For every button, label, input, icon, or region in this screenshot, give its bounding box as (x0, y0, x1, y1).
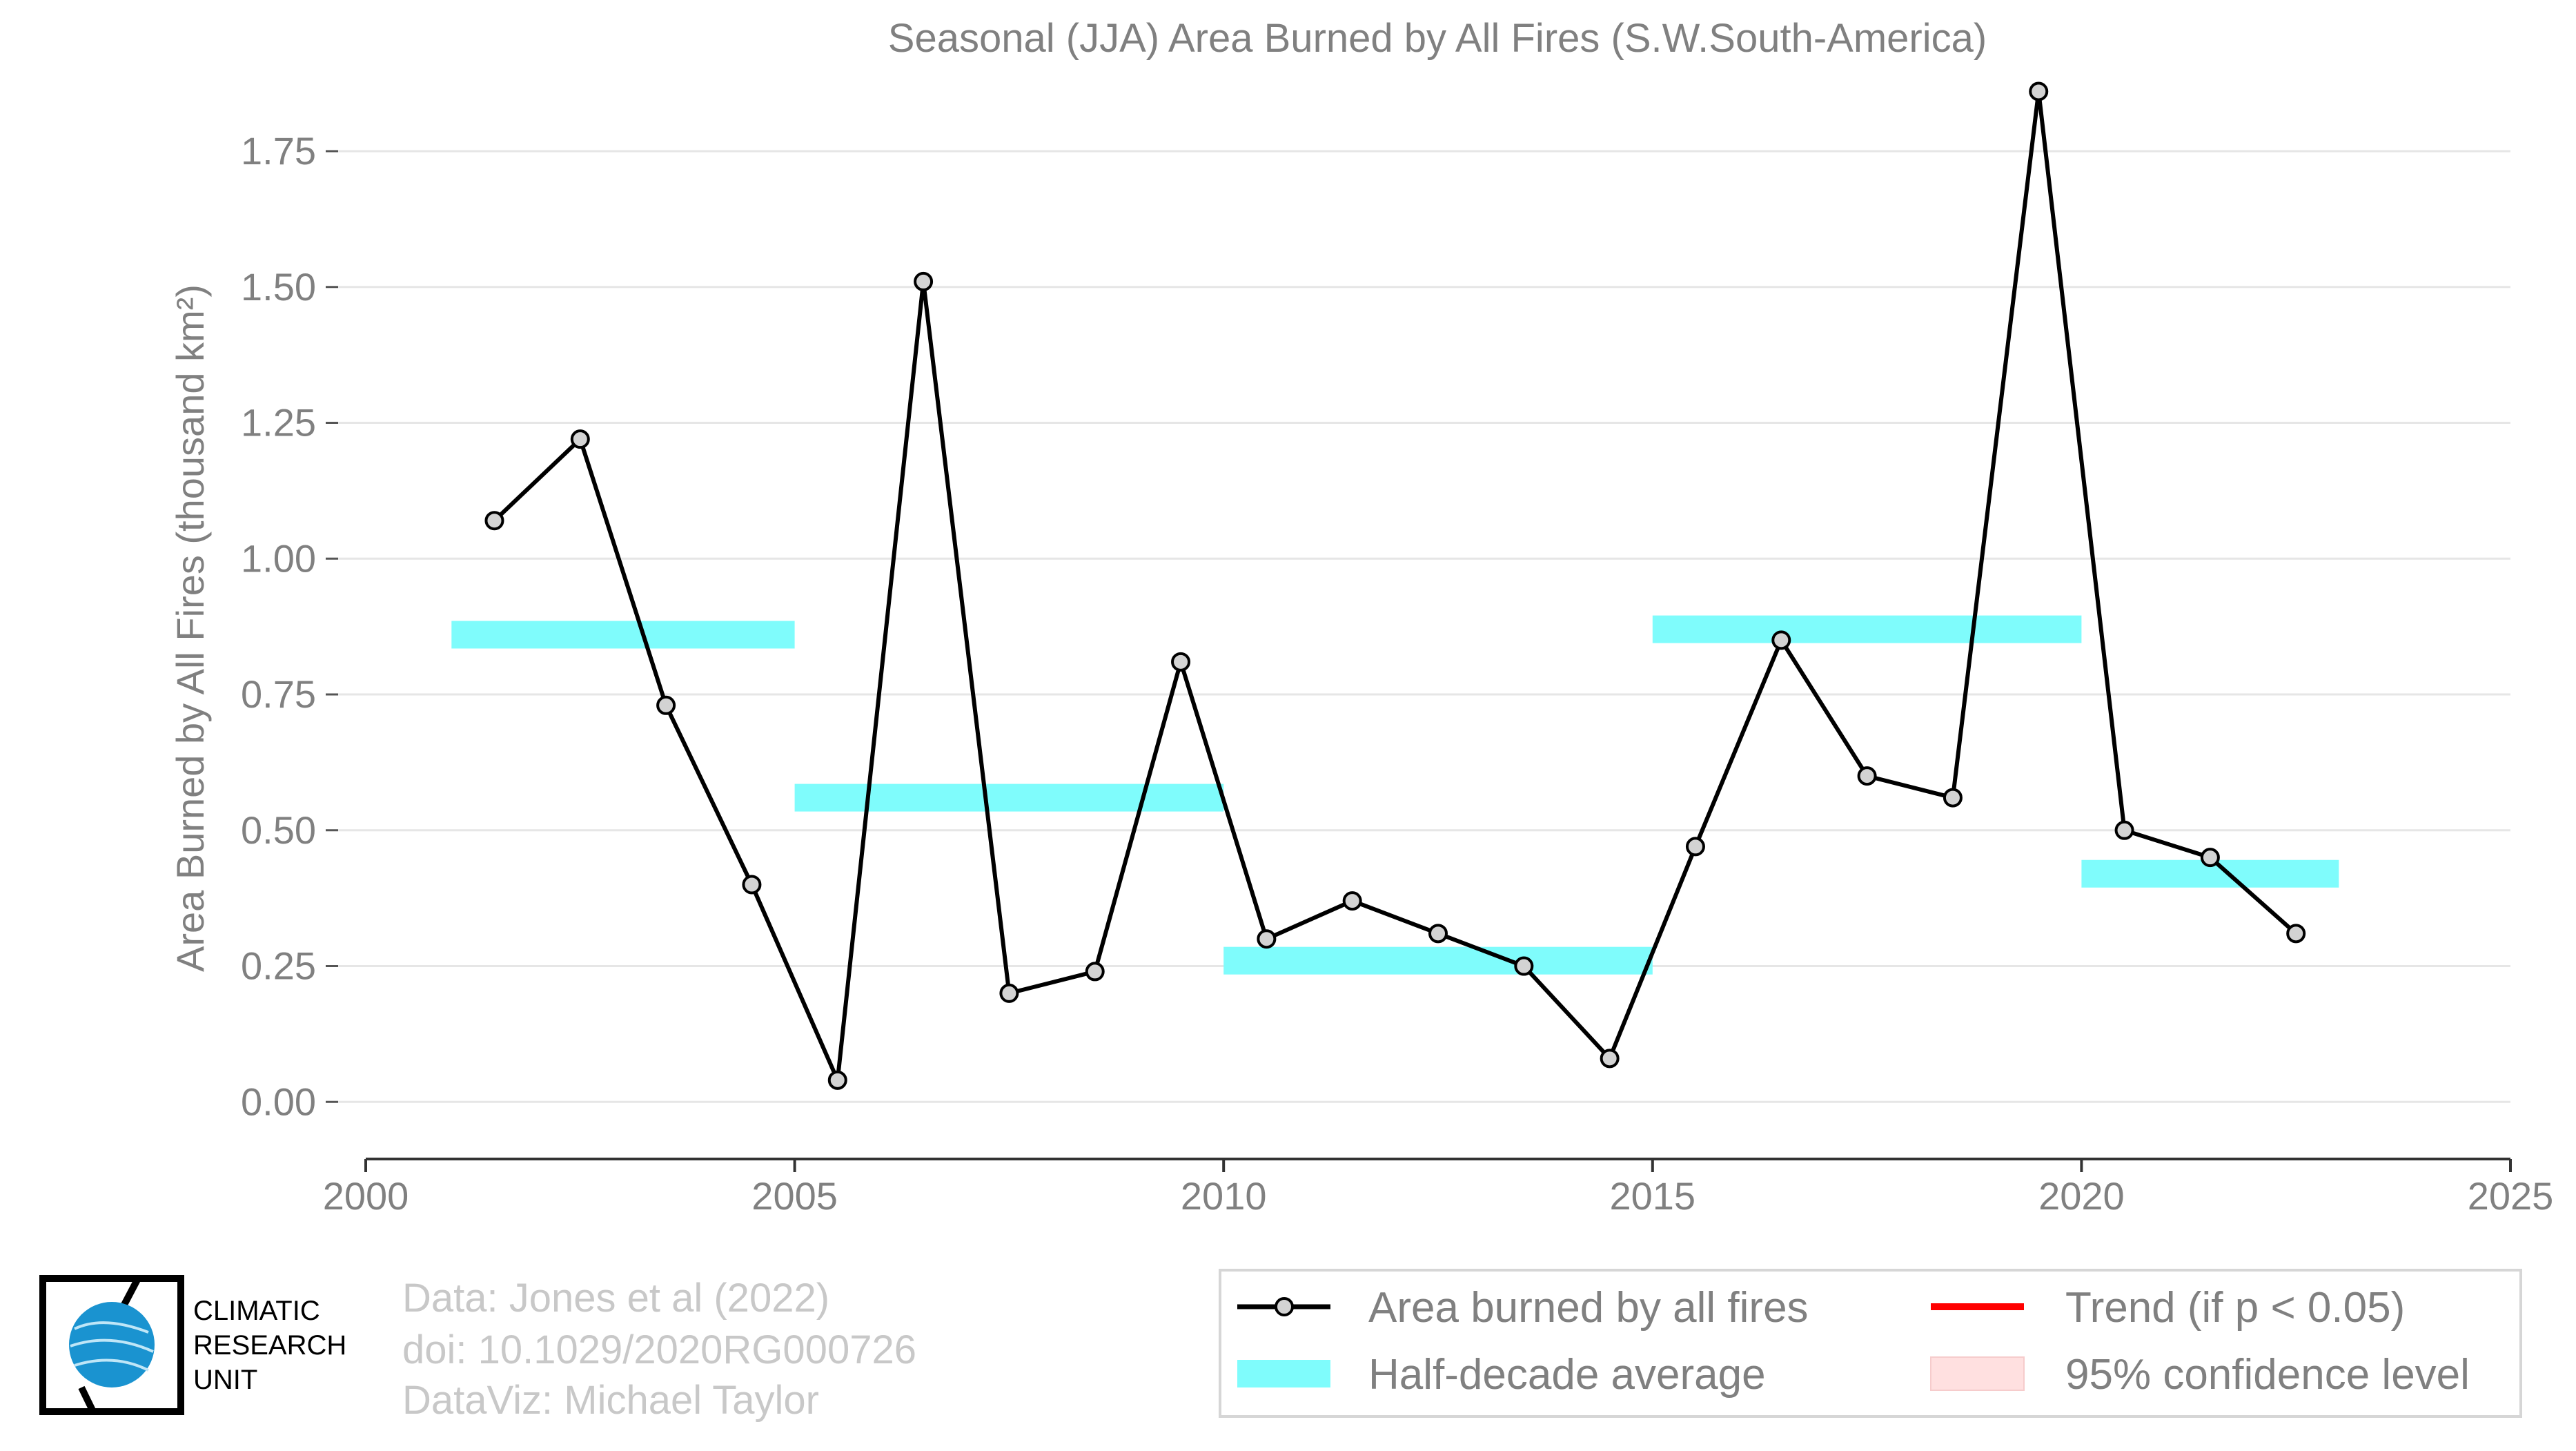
data-point (1085, 962, 1105, 982)
credits: Data: Jones et al (2022) doi: 10.1029/20… (402, 1276, 916, 1423)
y-tick-label: 0.25 (241, 944, 316, 988)
gridlines (338, 150, 2510, 1103)
legend-label-trend: Trend (if p < 0.05) (2065, 1284, 2405, 1332)
data-point (2029, 81, 2049, 101)
legend: Area burned by all fires Trend (if p < 0… (1219, 1269, 2522, 1418)
credit-data: Data: Jones et al (2022) (402, 1276, 829, 1321)
data-point (1857, 766, 1877, 786)
half-decade-average-bars (451, 615, 2339, 975)
y-tick-label: 1.75 (241, 129, 316, 173)
globe-lines (70, 1321, 154, 1372)
legend-label-confidence: 95% confidence level (2065, 1351, 2470, 1399)
legend-swatch-confidence (1930, 1356, 2025, 1391)
y-tick-label: 0.00 (241, 1080, 316, 1123)
cru-logo: CLIMATIC RESEARCH UNIT (39, 1275, 346, 1415)
credit-doi: doi: 10.1029/2020RG000726 (402, 1327, 916, 1372)
data-point (1943, 788, 1963, 808)
y-axis-label: Area Burned by All Fires (thousand km²) (168, 284, 212, 972)
logo-slash-top (121, 1276, 141, 1307)
series-line (493, 89, 2298, 1082)
data-point (1600, 1049, 1620, 1069)
logo-frame-right (86, 1275, 184, 1415)
data-point (742, 875, 762, 895)
data-point (1257, 929, 1277, 949)
data-point (1771, 630, 1791, 650)
logo-frame-left (39, 1275, 138, 1415)
half-decade-average-bar (451, 621, 795, 649)
data-point (1342, 891, 1362, 911)
data-point (827, 1070, 847, 1090)
data-point (570, 429, 590, 449)
credit-dataviz: DataViz: Michael Taylor (402, 1378, 819, 1423)
y-tick-label: 1.00 (241, 536, 316, 580)
series-area-burned (484, 81, 2306, 1090)
logo-text-line2: RESEARCH (193, 1330, 346, 1361)
x-axis: 2000 2005 2010 2015 2020 2025 (323, 1158, 2554, 1218)
y-tick-label: 1.50 (241, 265, 316, 309)
y-axis-ticks: 0.00 0.25 0.50 0.75 1.00 1.25 1.50 1.75 (241, 129, 338, 1123)
x-tick-label: 2025 (2468, 1174, 2554, 1218)
logo-slash-bottom (78, 1385, 97, 1414)
data-point (914, 271, 934, 291)
y-tick-label: 0.50 (241, 808, 316, 852)
legend-label-half-decade: Half-decade average (1368, 1351, 1766, 1399)
x-tick-label: 2005 (751, 1174, 838, 1218)
x-tick-label: 2015 (1610, 1174, 1696, 1218)
data-point (656, 695, 676, 715)
logo-text-line3: UNIT (193, 1365, 257, 1395)
legend-swatch-half-decade (1237, 1360, 1330, 1387)
x-tick-label: 2020 (2038, 1174, 2125, 1218)
legend-box (1219, 1269, 2522, 1418)
data-point (2114, 820, 2134, 840)
legend-label-area-burned: Area burned by all fires (1368, 1284, 1809, 1332)
data-point (1428, 924, 1448, 944)
legend-marker-area-burned (1275, 1297, 1294, 1316)
half-decade-average-bar (1652, 615, 2082, 643)
globe-icon (69, 1302, 155, 1387)
x-tick-label: 2000 (323, 1174, 409, 1218)
data-point (999, 983, 1019, 1003)
y-tick-label: 0.75 (241, 672, 316, 716)
data-point (2200, 848, 2220, 868)
half-decade-average-bar (794, 783, 1224, 812)
data-point (1514, 956, 1534, 976)
data-point (1685, 837, 1705, 857)
x-tick-label: 2010 (1181, 1174, 1267, 1218)
half-decade-average-bar (1223, 946, 1653, 975)
data-point (2286, 924, 2306, 944)
chart-title: Seasonal (JJA) Area Burned by All Fires … (888, 16, 1987, 61)
data-point (484, 511, 504, 531)
logo-text-line1: CLIMATIC (193, 1296, 320, 1326)
data-point (1171, 652, 1191, 672)
y-tick-label: 1.25 (241, 401, 316, 445)
